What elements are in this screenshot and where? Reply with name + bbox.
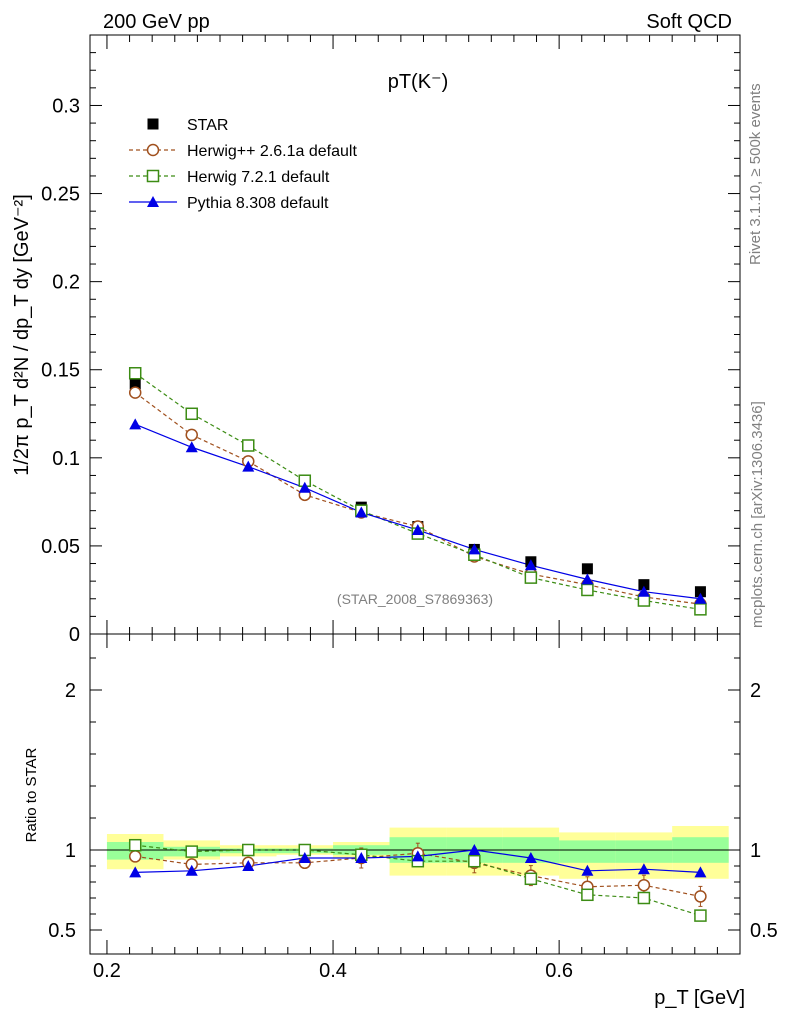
- green-band-8: [559, 840, 616, 863]
- ratio-ytick-label-right-1: 1: [750, 840, 761, 862]
- pythia-point-4: [355, 506, 368, 518]
- xtick-label-2: 0.6: [545, 960, 573, 982]
- ratio-herwig-pp-point-9: [637, 878, 651, 892]
- ratio-pythia-point-10: [694, 866, 707, 878]
- x-axis-label: p_T [GeV]: [654, 987, 745, 1009]
- legend-label-2: Herwig 7.2.1 default: [187, 169, 330, 186]
- pythia-point-2: [242, 460, 255, 472]
- legend-marker-star: [147, 118, 159, 130]
- rivet-version-label: Rivet 3.1.10, ≥ 500k events: [747, 83, 764, 265]
- herwig7-point-8: [581, 583, 594, 597]
- legend-marker-pythia: [147, 196, 159, 207]
- top-panel-plot-area: [128, 367, 707, 616]
- herwig7-line: [134, 372, 701, 610]
- herwig-pp-point-1: [185, 428, 198, 442]
- ratio-ytick-label-right-2: 2: [750, 680, 761, 702]
- top-ytick-label-0: 0: [69, 624, 80, 646]
- top-ytick-label-3: 0.15: [41, 360, 80, 382]
- star-point-0: [129, 378, 141, 390]
- herwig7-point-1: [185, 407, 198, 421]
- analysis-watermark: (STAR_2008_S7869363): [337, 591, 493, 607]
- ratio-pythia-point-9: [637, 863, 650, 875]
- herwig7-point-10: [694, 603, 707, 616]
- ratio-herwig-pp-point-0: [128, 850, 142, 863]
- green-band-9: [615, 840, 673, 863]
- legend-marker-herwig7: [146, 169, 160, 183]
- ratio-herwig-pp-point-10: [694, 890, 707, 903]
- pythia-point-8: [581, 573, 594, 585]
- pythia-point-7: [524, 559, 537, 571]
- ratio-pythia-point-8: [581, 864, 594, 876]
- ratio-panel-plot-area: [90, 838, 740, 922]
- ratio-herwig7-point-9: [637, 891, 651, 905]
- herwig7-point-7: [524, 571, 538, 584]
- ratio-pythia-point-3: [298, 852, 311, 863]
- herwig7-point-0: [128, 367, 142, 380]
- herwig-pp-line: [134, 392, 701, 605]
- star-point-9: [638, 579, 650, 591]
- herwig7-point-2: [242, 439, 255, 452]
- header-left: 200 GeV pp: [103, 11, 210, 33]
- legend-label-1: Herwig++ 2.6.1a default: [187, 143, 357, 160]
- ratio-pythia-point-0: [129, 866, 142, 878]
- top-ytick-label-2: 0.1: [52, 448, 80, 470]
- pythia-line: [134, 423, 701, 600]
- ratio-pythia-point-5: [411, 850, 424, 862]
- ratio-ytick-label-right-0: 0.5: [750, 920, 778, 942]
- ratio-ytick-label-left-2: 2: [65, 680, 76, 702]
- mcplots-credit-label: mcplots.cern.ch [arXiv:1306.3436]: [749, 401, 766, 628]
- ratio-herwig7-point-0: [128, 838, 142, 852]
- ratio-pythia-point-1: [185, 864, 198, 876]
- pythia-point-3: [298, 481, 311, 493]
- top-ytick-label-6: 0.3: [52, 95, 80, 117]
- plot-title: pT(K⁻): [388, 71, 449, 93]
- xtick-label-1: 0.4: [319, 960, 347, 982]
- axes: 0 0.05 0.1 0.15 0.2 0.25 0.3 0.2 0.4 0.6 0.5 0.5 1 1 2…: [41, 34, 778, 982]
- legend-label-3: Pythia 8.308 default: [187, 195, 329, 212]
- ratio-y-axis-label: Ratio to STAR: [23, 747, 40, 842]
- ratio-pythia-point-7: [524, 852, 537, 863]
- top-ytick-label-4: 0.2: [52, 272, 80, 294]
- legend-label-0: STAR: [187, 117, 228, 134]
- top-ytick-label-1: 0.05: [41, 536, 80, 558]
- pythia-point-0: [129, 418, 142, 430]
- pythia-point-10: [694, 592, 707, 604]
- header-right: Soft QCD: [646, 11, 732, 33]
- pythia-point-6: [468, 543, 481, 555]
- ratio-herwig7-point-8: [581, 888, 594, 902]
- star-point-10: [694, 586, 706, 598]
- ratio-herwig7-point-7: [524, 872, 538, 886]
- star-point-8: [581, 563, 593, 575]
- pythia-point-5: [411, 524, 424, 536]
- top-y-axis-label: 1/2π p_T d²N / dp_T dy [GeV⁻²]: [11, 194, 33, 476]
- ratio-herwig7-point-6: [468, 854, 481, 868]
- ratio-herwig7-point-10: [694, 909, 707, 922]
- ratio-pythia-point-6: [468, 844, 481, 855]
- pythia-point-9: [637, 585, 650, 597]
- ratio-pythia-point-2: [242, 860, 255, 871]
- pythia-point-1: [185, 441, 198, 453]
- legend: STAR Herwig++ 2.6.1a default Herwig 7.2.1 …: [129, 117, 357, 212]
- ratio-herwig7-point-1: [185, 845, 198, 858]
- ratio-panel-frame: [89, 633, 741, 955]
- xtick-label-0: 0.2: [93, 960, 121, 982]
- top-ytick-label-5: 0.25: [41, 184, 80, 206]
- legend-marker-herwig-pp: [146, 143, 160, 157]
- ratio-ytick-label-left-1: 1: [65, 840, 76, 862]
- herwig-pp-point-0: [128, 386, 142, 399]
- ratio-ytick-label-left-0: 0.5: [48, 920, 76, 942]
- ratio-herwig7-point-2: [242, 843, 255, 857]
- ratio-pythia-point-4: [355, 852, 368, 863]
